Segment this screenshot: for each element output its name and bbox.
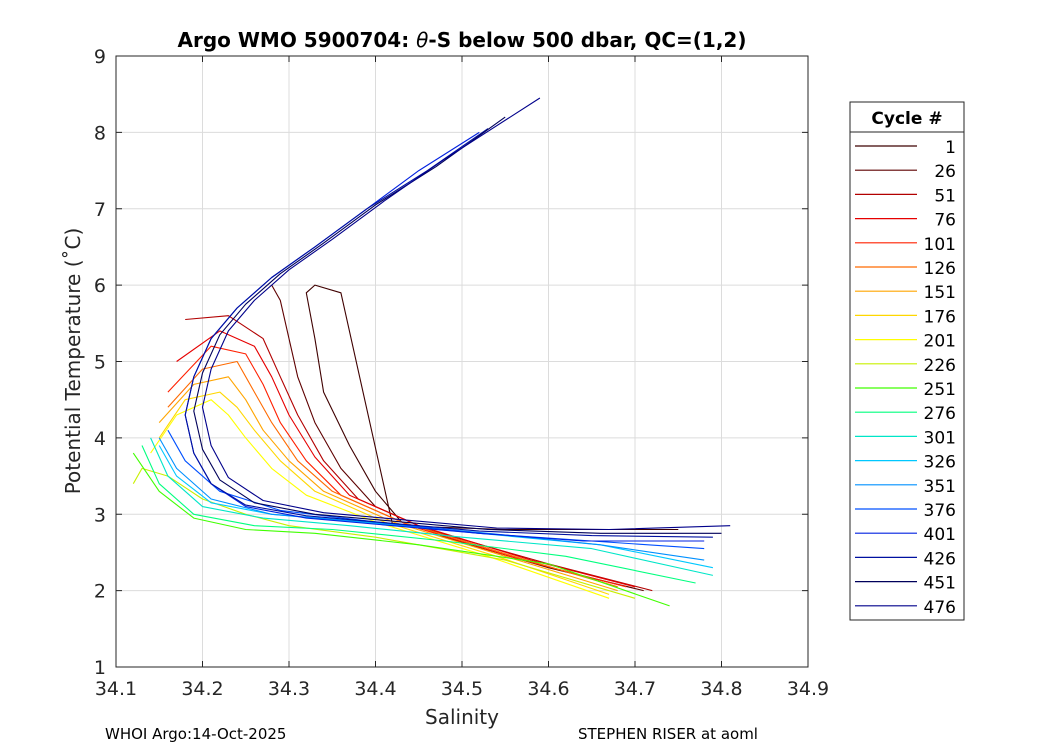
x-tick-label: 34.9: [787, 678, 829, 700]
legend-label-351: 351: [924, 477, 956, 497]
x-tick-label: 34.5: [441, 678, 483, 700]
y-tick-label: 7: [94, 199, 106, 221]
series-lines: [132, 97, 731, 607]
legend-label-101: 101: [924, 235, 956, 255]
footer-source: WHOI Argo:14-Oct-2025: [105, 725, 287, 743]
legend-label-126: 126: [924, 259, 956, 279]
y-tick-label: 2: [94, 581, 106, 603]
series-line-cycle-51: [185, 315, 653, 592]
series-line-cycle-351: [158, 437, 705, 561]
legend-label-426: 426: [924, 549, 956, 569]
legend-label-276: 276: [924, 404, 956, 424]
series-line-cycle-1: [305, 284, 679, 531]
legend-label-151: 151: [924, 283, 956, 303]
y-axis-label: Potential Temperature (˚C): [61, 228, 85, 495]
x-axis-label: Salinity: [425, 705, 499, 729]
series-line-cycle-476: [201, 97, 731, 531]
y-tick-label: 4: [94, 428, 106, 450]
series-line-cycle-101: [167, 345, 627, 588]
legend-label-251: 251: [924, 380, 956, 400]
y-tick-label: 6: [94, 275, 106, 297]
x-tick-label: 34.1: [95, 678, 137, 700]
x-tick-label: 34.6: [527, 678, 569, 700]
legend-label-376: 376: [924, 501, 956, 521]
y-tick-label: 8: [94, 122, 106, 144]
legend-label-201: 201: [924, 332, 956, 352]
legend-label-476: 476: [924, 598, 956, 618]
legend-label-226: 226: [924, 356, 956, 376]
series-line-cycle-201: [150, 399, 610, 599]
y-tick-label: 1: [94, 657, 106, 679]
series-line-cycle-276: [141, 445, 696, 584]
chart-title-suffix: -S below 500 dbar, QC=(1,2): [428, 28, 746, 52]
footer-credit: STEPHEN RISER at aoml: [578, 725, 758, 743]
series-line-cycle-426: [184, 128, 713, 538]
series-line-cycle-251: [132, 452, 670, 607]
x-tick-label: 34.2: [181, 678, 223, 700]
y-tick-label: 3: [94, 504, 106, 526]
legend-label-76: 76: [934, 211, 956, 231]
series-line-cycle-76: [176, 330, 636, 588]
chart-title-theta: θ: [416, 28, 428, 52]
series-line-cycle-401: [184, 131, 705, 542]
y-tick-label: 5: [94, 352, 106, 374]
series-line-cycle-126: [167, 360, 618, 588]
x-tick-label: 34.3: [268, 678, 310, 700]
legend-label-51: 51: [934, 186, 956, 206]
legend-label-176: 176: [924, 307, 956, 327]
legend-label-401: 401: [924, 525, 956, 545]
series-line-cycle-151: [158, 376, 618, 592]
axis-ticks: 34.1 34.2 34.3 34.4 34.5 34.6 34.7 34.8 34.9 1 2 3 4…: [94, 46, 829, 700]
series-line-cycle-301: [150, 437, 714, 576]
legend-label-451: 451: [924, 574, 956, 594]
x-tick-label: 34.4: [354, 678, 396, 700]
chart-title: Argo WMO 5900704: θ-S below 500 dbar, QC…: [178, 28, 747, 52]
x-tick-label: 34.7: [614, 678, 656, 700]
chart-title-prefix: Argo WMO 5900704:: [178, 28, 417, 52]
series-line-cycle-451: [193, 116, 722, 534]
legend-title: Cycle #: [871, 109, 942, 129]
y-tick-label: 9: [94, 46, 106, 68]
legend-label-26: 26: [934, 162, 956, 182]
legend: Cycle # 12651761011261511762012262512763…: [849, 101, 965, 621]
legend-label-1: 1: [945, 138, 956, 158]
x-tick-label: 34.8: [700, 678, 742, 700]
series-line-cycle-176: [158, 391, 610, 595]
legend-label-301: 301: [924, 428, 956, 448]
legend-label-326: 326: [924, 453, 956, 473]
